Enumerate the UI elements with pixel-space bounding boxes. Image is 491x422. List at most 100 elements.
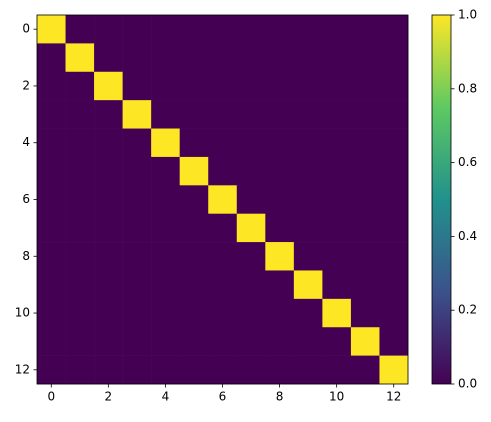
heatmap-cell — [322, 327, 352, 356]
heatmap-cell — [236, 156, 266, 186]
heatmap-cell — [94, 128, 123, 158]
heatmap-cell — [350, 128, 380, 158]
heatmap-cell — [65, 15, 95, 44]
heatmap-cell — [236, 185, 266, 214]
heatmap-cell — [37, 242, 66, 271]
heatmap-cell — [236, 43, 266, 73]
heatmap-cell — [265, 100, 295, 129]
heatmap-cell — [122, 355, 152, 385]
heatmap-cell — [293, 298, 323, 328]
heatmap-cell — [122, 15, 152, 44]
heatmap-cell — [265, 298, 295, 328]
heatmap-cell — [379, 213, 409, 243]
heatmap-cell — [293, 242, 323, 271]
heatmap-cell — [65, 270, 95, 300]
heatmap-cell — [65, 298, 95, 328]
heatmap-cell — [322, 71, 352, 101]
heatmap-cell — [37, 15, 66, 44]
heatmap-cell — [94, 355, 123, 385]
heatmap-cell — [151, 128, 180, 158]
y-tick-label: 4 — [22, 135, 30, 149]
heatmap-cell — [236, 242, 266, 271]
heatmap-cell — [122, 213, 152, 243]
y-tick-label: 6 — [22, 192, 30, 206]
heatmap-cell — [236, 100, 266, 129]
heatmap-cell — [208, 185, 238, 214]
heatmap-cell — [350, 71, 380, 101]
colorbar-tick-label: 0.4 — [458, 229, 477, 243]
heatmap-cell — [265, 15, 295, 44]
heatmap-cell — [379, 298, 409, 328]
heatmap-cell — [94, 242, 123, 271]
heatmap-cell — [350, 355, 380, 385]
heatmap-cell — [94, 156, 123, 186]
heatmap-cell — [208, 156, 238, 186]
heatmap-cell — [94, 298, 123, 328]
heatmap-cell — [122, 71, 152, 101]
heatmap-cell — [122, 298, 152, 328]
heatmap-cell — [322, 213, 352, 243]
heatmap-cell — [122, 128, 152, 158]
heatmap-cell — [265, 156, 295, 186]
heatmap-cell — [94, 100, 123, 129]
heatmap-cell — [37, 43, 66, 73]
heatmap-cell — [350, 43, 380, 73]
heatmap-cell — [94, 185, 123, 214]
heatmap-cell — [350, 242, 380, 271]
colorbar-tick-label: 0.2 — [458, 303, 477, 317]
heatmap-cell — [236, 71, 266, 101]
x-tick-label: 10 — [329, 390, 344, 404]
heatmap-cell — [379, 100, 409, 129]
heatmap-cell — [65, 185, 95, 214]
heatmap-cell — [65, 100, 95, 129]
heatmap-cell — [293, 185, 323, 214]
heatmap-cell — [37, 270, 66, 300]
heatmap-cell — [236, 128, 266, 158]
heatmap-cell — [151, 327, 180, 356]
heatmap-cell — [122, 270, 152, 300]
heatmap-cell — [94, 43, 123, 73]
heatmap-cell — [179, 327, 209, 356]
heatmap-cell — [293, 270, 323, 300]
heatmap-cell — [379, 128, 409, 158]
heatmap-cell — [122, 43, 152, 73]
heatmap-cell — [236, 355, 266, 385]
heatmap-cell — [379, 242, 409, 271]
x-tick-label: 4 — [162, 390, 170, 404]
heatmap-cell — [350, 185, 380, 214]
heatmap-cell — [122, 100, 152, 129]
heatmap-cell — [37, 298, 66, 328]
heatmap-cell — [350, 156, 380, 186]
colorbar-tick-label: 0.0 — [458, 377, 477, 391]
heatmap-cell — [322, 156, 352, 186]
heatmap-cell — [293, 355, 323, 385]
heatmap-cell — [179, 71, 209, 101]
heatmap-cell — [179, 15, 209, 44]
heatmap-cell — [208, 355, 238, 385]
heatmap-cell — [293, 128, 323, 158]
heatmap-cell — [322, 43, 352, 73]
heatmap-cell — [208, 128, 238, 158]
heatmap-cell — [379, 327, 409, 356]
heatmap-cell — [322, 128, 352, 158]
heatmap-cell — [65, 327, 95, 356]
heatmap-cell — [350, 298, 380, 328]
heatmap-cell — [179, 242, 209, 271]
heatmap-cell — [122, 185, 152, 214]
x-tick-label: 6 — [219, 390, 227, 404]
heatmap-cell — [37, 213, 66, 243]
heatmap-cell — [293, 327, 323, 356]
heatmap-cell — [65, 128, 95, 158]
heatmap-cell — [265, 128, 295, 158]
heatmap-cell — [208, 15, 238, 44]
heatmap-cell — [37, 156, 66, 186]
heatmap-cell — [179, 355, 209, 385]
heatmap-cell — [179, 156, 209, 186]
heatmap-cell — [179, 185, 209, 214]
heatmap-cell — [122, 327, 152, 356]
heatmap-cell — [236, 15, 266, 44]
heatmap-cell — [265, 71, 295, 101]
heatmap-cell — [322, 242, 352, 271]
heatmap-cell — [122, 156, 152, 186]
heatmap-cell — [293, 15, 323, 44]
